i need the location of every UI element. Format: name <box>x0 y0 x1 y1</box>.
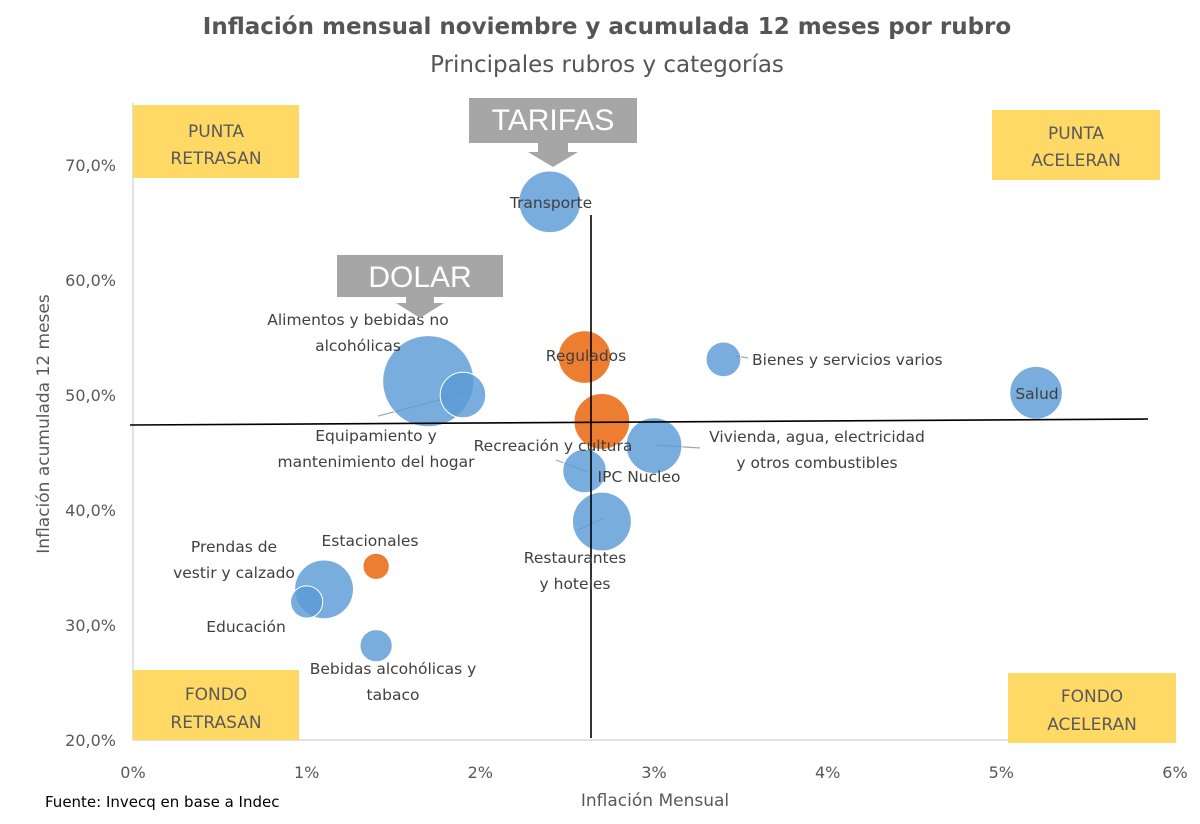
bubble-point <box>562 448 607 494</box>
bubble-label-line: Bebidas alcohólicas y <box>310 660 477 678</box>
bubble-point <box>362 552 390 581</box>
quadrant-line2: RETRASAN <box>170 149 261 169</box>
x-tick-label: 4% <box>815 763 840 782</box>
quadrant-line1: FONDO <box>1061 687 1123 707</box>
x-tick-label: 0% <box>120 763 145 782</box>
bubble-label-line: Vivienda, agua, electricidad <box>709 428 925 446</box>
y-tick-label: 70,0% <box>65 156 116 175</box>
bubble-label: Restaurantes y hoteles <box>524 549 626 593</box>
callout-dolar: DOLAR <box>337 255 503 318</box>
bubble-label: Prendas de vestir y calzado <box>173 538 295 582</box>
y-tick-label: 50,0% <box>65 386 116 405</box>
bubble-label-line: y otros combustibles <box>736 454 897 472</box>
bubble-label: Alimentos y bebidas no alcohólicas <box>267 311 449 355</box>
bubble-point <box>557 330 612 384</box>
quadrant-line1: FONDO <box>185 685 247 705</box>
x-tick-label: 5% <box>989 763 1014 782</box>
bubble-label-line: alcohólicas <box>315 337 401 355</box>
y-axis-title: Inflación acumulada 12 meses <box>34 294 54 554</box>
y-tick-label: 60,0% <box>65 271 116 290</box>
x-tick-label: 1% <box>294 763 319 782</box>
chart-title: Inflación mensual noviembre y acumulada … <box>203 14 1011 40</box>
bubble-label-line: tabaco <box>367 686 420 704</box>
bubble-label: Salud <box>1015 385 1058 403</box>
bubble-point <box>571 491 632 552</box>
bubble-label-line: vestir y calzado <box>173 564 295 582</box>
bubble-label: Estacionales <box>322 532 419 550</box>
x-tick-label: 3% <box>641 763 666 782</box>
bubble-label-line: y hoteles <box>540 575 611 593</box>
bubble-label: Recreación y cultura <box>474 437 633 455</box>
bubble-label: Vivienda, agua, electricidad y otros comb… <box>709 428 925 472</box>
quadrant-punta-retrasan: PUNTA RETRASAN <box>133 105 299 178</box>
bubble-point <box>290 585 324 619</box>
y-tick-label: 40,0% <box>65 501 116 520</box>
horizontal-reference-line <box>129 418 1149 426</box>
bubble-label: Bebidas alcohólicas y tabaco <box>310 660 477 704</box>
quadrant-line2: RETRASAN <box>170 713 261 733</box>
bubble-label-line: mantenimiento del hogar <box>277 453 475 471</box>
callout-tarifas: TARIFAS <box>469 98 637 167</box>
bubble-label-line: Equipamiento y <box>315 427 437 445</box>
bubble-label-line: Restaurantes <box>524 549 626 567</box>
bubble-point <box>518 170 582 234</box>
y-tick-label: 30,0% <box>65 616 116 635</box>
callout-label: TARIFAS <box>492 104 615 137</box>
bubble-label-line: Prendas de <box>191 538 277 556</box>
x-tick-label: 2% <box>468 763 493 782</box>
bubble-label: Regulados <box>546 347 626 365</box>
quadrant-line2: ACELERAN <box>1047 715 1137 735</box>
bubble-label: Bienes y servicios varios <box>752 351 943 369</box>
quadrant-line1: PUNTA <box>188 122 244 142</box>
bubble-point <box>705 341 742 378</box>
callout-label: DOLAR <box>368 261 471 294</box>
bubble-point <box>439 371 487 419</box>
bubble-point <box>625 417 683 475</box>
bubble-label: IPC Nucleo <box>598 468 681 486</box>
quadrant-line2: ACELERAN <box>1031 151 1121 171</box>
y-tick-label: 20,0% <box>65 731 116 750</box>
quadrant-fondo-retrasan: FONDO RETRASAN <box>133 670 299 740</box>
chart-subtitle: Principales rubros y categorías <box>430 52 784 78</box>
bubble-point <box>359 629 393 663</box>
bubble-label: Educación <box>206 618 286 636</box>
x-axis-title: Inflación Mensual <box>581 791 729 811</box>
quadrant-line1: PUNTA <box>1048 124 1104 144</box>
quadrant-fondo-aceleran: FONDO ACELERAN <box>1008 673 1176 743</box>
bubble-labels: Transporte Alimentos y bebidas no alcohól… <box>173 194 1059 704</box>
bubble-label: Transporte <box>509 194 592 212</box>
quadrant-punta-aceleran: PUNTA ACELERAN <box>992 110 1160 180</box>
bubble-label-line: Alimentos y bebidas no <box>267 311 449 329</box>
bubble-label: Equipamiento y mantenimiento del hogar <box>277 427 475 471</box>
source-note: Fuente: Invecq en base a Indec <box>45 793 279 811</box>
x-tick-label: 6% <box>1162 763 1187 782</box>
